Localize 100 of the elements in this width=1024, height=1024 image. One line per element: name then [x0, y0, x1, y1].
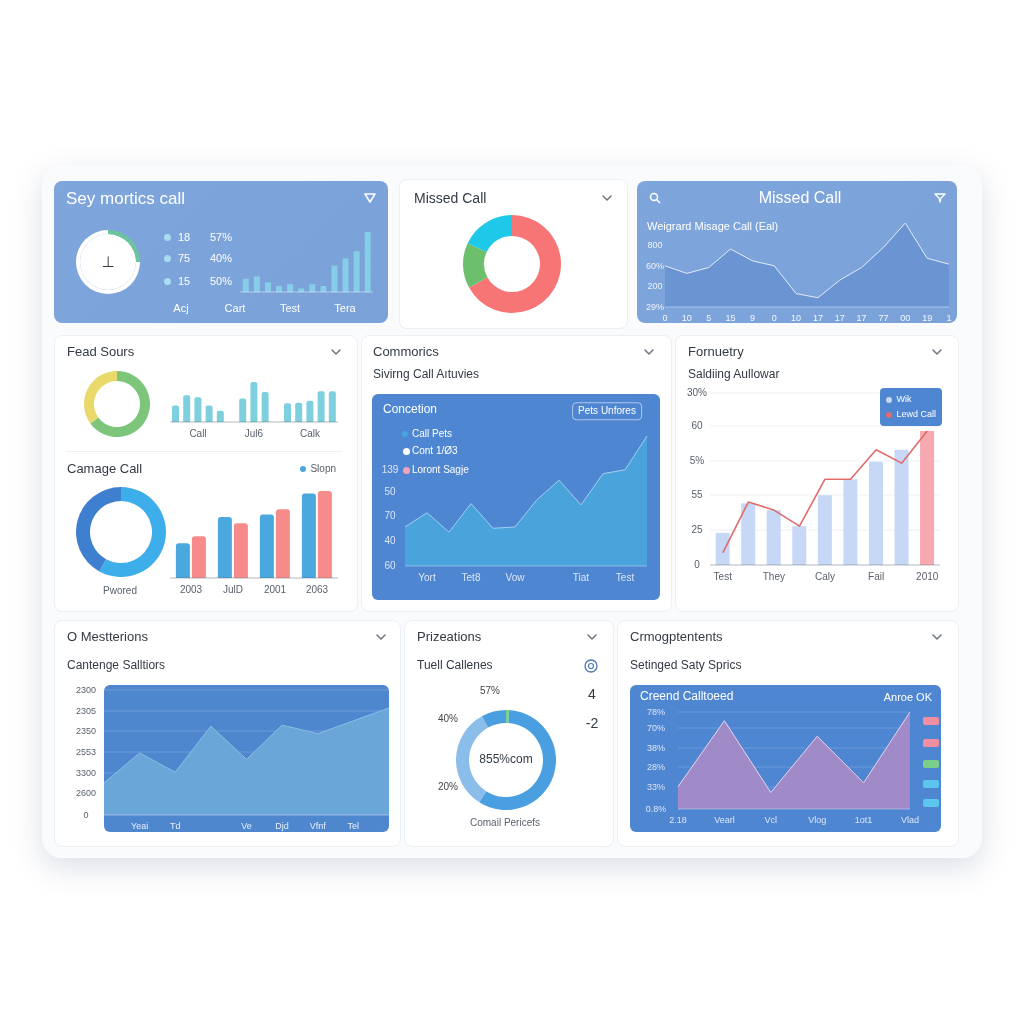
bar: [306, 400, 314, 422]
x-tick-label: 1ot1: [854, 815, 873, 826]
x-tick-label: 2063: [305, 584, 329, 596]
x-tick-label: Test: [713, 571, 733, 583]
bar: [298, 288, 305, 292]
text: 800: [647, 239, 663, 251]
text: Comail Pericefs: [469, 817, 541, 829]
bar: [261, 392, 269, 422]
chart-title: Camage Call: [67, 460, 143, 477]
x-tick-label: 9: [749, 313, 755, 324]
x-tick-label: 1: [946, 313, 952, 324]
legend-label: Slopn: [310, 462, 336, 476]
bar: [276, 286, 283, 292]
x-tick-label: Caly: [814, 571, 836, 583]
text: Pwored: [103, 585, 137, 597]
donut-slice: [99, 487, 166, 577]
x-tick-label: Test: [615, 572, 635, 584]
text: 50: [384, 486, 396, 498]
x-tick-label: 17: [834, 313, 845, 324]
chart-title: Fornuetry: [688, 343, 744, 360]
x-tick-label: 10: [681, 313, 692, 324]
x-tick-label: Vearl: [714, 815, 735, 826]
text: 28%: [646, 761, 666, 773]
x-tick-label: 17: [856, 313, 867, 324]
bar: [342, 258, 349, 292]
donut-slice: [463, 243, 488, 288]
chart-subtitle: Cantenge Salltiors: [67, 658, 166, 673]
bar: [817, 495, 832, 565]
text: 855%com: [479, 752, 533, 767]
donut-slice: [506, 710, 510, 724]
text: 33%: [646, 781, 666, 793]
donut-slice: [467, 215, 512, 253]
bar: [183, 395, 191, 422]
annotation: Cont 1/Ø3: [412, 445, 458, 457]
x-tick-label: Fail: [868, 571, 885, 583]
bar: [216, 410, 224, 422]
bar: [320, 286, 327, 292]
chart-title: Fead Sours: [67, 343, 135, 360]
bar: [259, 514, 274, 578]
x-tick-label: 17: [812, 313, 823, 324]
x-tick-label: 19: [922, 313, 933, 324]
text: 0: [694, 559, 700, 571]
bar: [309, 284, 316, 292]
bar: [868, 461, 883, 565]
bar: [328, 391, 336, 422]
bar: [295, 402, 303, 422]
bar: [741, 503, 756, 565]
x-tick-label: 2001: [263, 584, 287, 596]
text: 5%: [689, 455, 705, 467]
bar: [275, 509, 290, 578]
chart-title: Prizeations: [417, 628, 482, 645]
donut-slice: [84, 371, 117, 424]
bar: [194, 397, 202, 422]
bar: [331, 265, 338, 292]
legend-label: Call Pets: [412, 427, 453, 441]
text: 200: [647, 280, 663, 292]
chart-title: Missed Call: [758, 188, 842, 208]
chart-subtitle: Weigrard Misage Call (Eal): [647, 219, 779, 233]
x-tick-label: Calk: [299, 428, 321, 440]
text: Anroe OK: [883, 690, 932, 704]
bar: [253, 276, 260, 292]
bar: [792, 526, 807, 565]
text: Test: [279, 301, 301, 315]
legend-label: Wik: [896, 393, 912, 406]
donut-slice: [469, 215, 561, 313]
x-tick-label: Td: [169, 821, 181, 832]
x-tick-label: Tet8: [461, 572, 481, 584]
annotation: Loront Sagje: [412, 464, 469, 476]
text: 60: [691, 420, 703, 432]
x-tick-label: Vlog: [808, 815, 827, 826]
text: 70: [384, 510, 396, 522]
x-tick-label: Call: [189, 428, 207, 440]
x-tick-label: Vlad: [900, 815, 920, 826]
text: Tera: [334, 301, 356, 315]
x-tick-label: Yeai: [131, 821, 149, 832]
text: 20%: [437, 781, 459, 793]
bar: [301, 493, 316, 578]
chart-title: Sey mortics call: [66, 189, 186, 209]
x-tick-label: 77: [878, 313, 889, 324]
bar: [172, 405, 180, 422]
bar: [353, 251, 360, 292]
bar: [843, 479, 858, 565]
text: 29%: [645, 301, 665, 313]
bar: [317, 391, 325, 422]
bar: [264, 282, 271, 292]
chart-title: O Mestterions: [67, 628, 148, 645]
x-tick-label: 15: [725, 313, 736, 324]
text: 70%: [646, 722, 666, 734]
text: 40%: [437, 713, 459, 725]
text: Creend Calltoeed: [640, 689, 734, 704]
text: 15: [178, 274, 191, 288]
text: 57%: [210, 230, 233, 244]
text: 25: [691, 524, 703, 536]
x-tick-label: Yort: [418, 572, 436, 584]
donut-slice: [90, 371, 150, 437]
text: 2300: [75, 684, 97, 696]
bar: [317, 491, 332, 578]
bar: [894, 449, 909, 565]
chart-subtitle: Setinged Saty Sprics: [630, 658, 742, 673]
x-tick-label: Vow: [505, 572, 526, 584]
